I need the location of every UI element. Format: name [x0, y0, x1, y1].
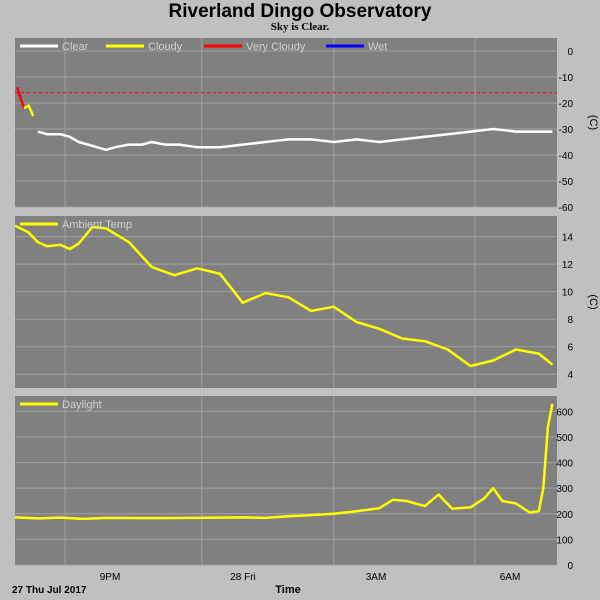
- y-tick-label: 600: [556, 407, 573, 418]
- y-tick-label: -10: [559, 73, 574, 84]
- x-tick-3: 6AM: [500, 572, 521, 583]
- legend-label: Clear: [62, 41, 89, 53]
- x-tick-2: 3AM: [366, 572, 387, 583]
- x-axis-title: Time: [275, 584, 300, 596]
- y-tick-label: -30: [559, 125, 574, 136]
- y-axis-unit: (C): [587, 294, 599, 309]
- y-axis-unit: (C): [587, 115, 599, 130]
- series-line-cloudy: [23, 104, 35, 117]
- daylight-grid: [15, 396, 557, 566]
- daylight-series: [14, 403, 554, 521]
- panel-sky: 0 -10 -20 -30 -40 -50 -60 (C) Clear Cloudy Very C…: [15, 38, 599, 214]
- legend-label: Wet: [368, 41, 387, 53]
- sky-series: [15, 87, 557, 152]
- ambient-series: [14, 224, 554, 368]
- sky-grid: [15, 38, 557, 208]
- y-tick-label: 500: [556, 433, 573, 444]
- legend-label: Daylight: [62, 399, 102, 411]
- panel-ambient: 14 12 10 8 6 4 (C) Ambient Temp: [14, 216, 599, 388]
- series-line-clear: [37, 127, 553, 152]
- legend-label: Very Cloudy: [246, 41, 306, 53]
- ambient-grid: [15, 216, 557, 388]
- y-tick-label: -40: [559, 151, 574, 162]
- y-tick-label: 0: [567, 561, 573, 572]
- ambient-legend: Ambient Temp: [20, 219, 132, 231]
- panel-daylight: 600 500 400 300 200 100 0 Daylight: [14, 396, 573, 572]
- chart-subtitle: Sky is Clear.: [270, 21, 330, 33]
- y-tick-label: 14: [562, 233, 574, 244]
- y-tick-label: 12: [562, 260, 574, 271]
- ambient-y-ticks: 14 12 10 8 6 4 (C): [562, 233, 599, 382]
- daylight-legend: Daylight: [20, 399, 102, 411]
- x-start-date-label: 27 Thu Jul 2017: [12, 585, 87, 596]
- y-tick-label: -20: [559, 99, 574, 110]
- y-tick-label: 100: [556, 535, 573, 546]
- y-tick-label: 300: [556, 484, 573, 495]
- sky-legend: Clear Cloudy Very Cloudy Wet: [20, 41, 387, 53]
- series-line-ambient-temp: [14, 224, 554, 368]
- y-tick-label: -50: [559, 177, 574, 188]
- x-tick-1: 28 Fri: [230, 572, 256, 583]
- y-tick-label: 200: [556, 510, 573, 521]
- x-axis: 9PM 28 Fri 3AM 6AM 27 Thu Jul 2017 Time: [12, 572, 520, 596]
- y-tick-label: 4: [567, 370, 573, 381]
- y-tick-label: 10: [562, 288, 574, 299]
- y-tick-label: -60: [559, 203, 574, 214]
- ambient-plot-area: [15, 216, 557, 388]
- sky-y-ticks: 0 -10 -20 -30 -40 -50 -60 (C): [559, 47, 599, 214]
- legend-label: Cloudy: [148, 41, 183, 53]
- sky-plot-area: [15, 38, 557, 207]
- series-line-daylight: [14, 403, 554, 521]
- y-tick-label: 0: [567, 47, 573, 58]
- daylight-y-ticks: 600 500 400 300 200 100 0: [556, 407, 573, 572]
- series-line-very-cloudy: [16, 87, 26, 109]
- y-tick-label: 400: [556, 459, 573, 470]
- chart-title: Riverland Dingo Observatory: [168, 1, 432, 22]
- y-tick-label: 6: [567, 343, 573, 354]
- y-tick-label: 8: [567, 315, 573, 326]
- legend-label: Ambient Temp: [62, 219, 132, 231]
- x-tick-0: 9PM: [100, 572, 121, 583]
- daylight-plot-area: [15, 396, 557, 565]
